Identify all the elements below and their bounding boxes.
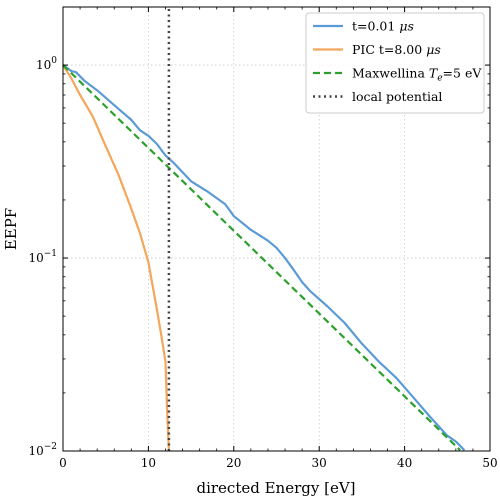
legend-box xyxy=(305,12,485,114)
series-line-1 xyxy=(62,64,170,451)
x-tick-label: 0 xyxy=(59,456,67,470)
series-line-0 xyxy=(62,64,466,451)
axis-ticks: 0 10 20 30 40 50 10−2 10−1 100 xyxy=(28,6,498,470)
y-tick-label: 100 xyxy=(36,56,57,72)
y-tick-label: 10−2 xyxy=(28,442,57,458)
legend: t=0.01 μs PIC t=8.00 μs Maxwellina Te=5 eV… xyxy=(305,12,485,114)
x-tick-label: 40 xyxy=(397,456,412,470)
series-lines xyxy=(62,7,466,451)
x-tick-label: 30 xyxy=(312,456,327,470)
y-axis-label: EEPF xyxy=(2,208,20,250)
legend-entries: t=0.01 μs PIC t=8.00 μs Maxwellina Te=5 eV… xyxy=(313,19,482,104)
x-tick-label: 10 xyxy=(141,456,156,470)
legend-label-3: local potential xyxy=(352,89,442,104)
plot-frame xyxy=(62,6,491,452)
x-tick-label: 20 xyxy=(226,456,241,470)
legend-label-1: PIC t=8.00 μs xyxy=(352,42,441,57)
legend-label-0: t=0.01 μs xyxy=(352,19,414,34)
grid xyxy=(63,7,490,451)
legend-label-2: Maxwellina Te=5 eV xyxy=(352,66,482,84)
x-axis-label: directed Energy [eV] xyxy=(196,479,355,497)
series-line-2 xyxy=(62,64,461,451)
y-tick-label: 10−1 xyxy=(28,249,57,265)
x-tick-label: 50 xyxy=(482,456,497,470)
